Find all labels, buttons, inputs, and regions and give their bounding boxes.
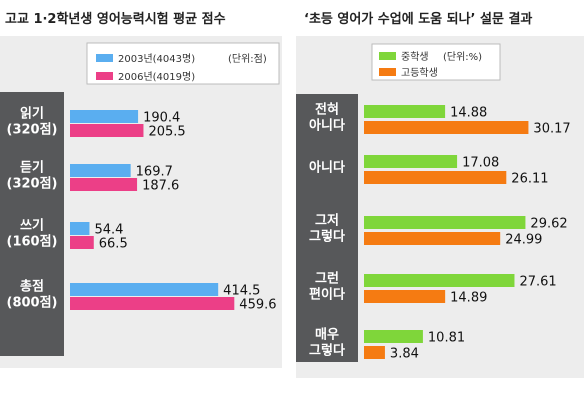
legend-swatch — [96, 72, 113, 80]
category-label: 쓰기 (160점) — [7, 219, 58, 250]
value-label: 27.61 — [519, 275, 556, 290]
value-label: 29.62 — [530, 217, 567, 232]
bar — [364, 232, 501, 245]
value-label: 190.4 — [143, 111, 180, 126]
category-label: 그런 편이다 — [309, 272, 345, 303]
legend-label: 2003년(4043명) — [118, 53, 195, 65]
bar — [70, 236, 94, 249]
legend-unit-note: (단위:%) — [443, 50, 482, 63]
value-label: 3.84 — [390, 347, 419, 362]
bar — [70, 283, 219, 296]
category-label-column — [0, 92, 64, 356]
category-label: 매우 그렇다 — [309, 328, 345, 359]
value-label: 30.17 — [533, 122, 570, 137]
chart-title-bar — [0, 0, 282, 36]
value-label: 414.5 — [223, 284, 260, 299]
value-label: 14.88 — [450, 106, 487, 121]
value-label: 17.08 — [462, 156, 499, 171]
bar — [70, 222, 90, 235]
category-label: 듣기 (320점) — [7, 161, 58, 192]
value-label: 205.5 — [148, 125, 185, 140]
legend-box — [86, 42, 280, 85]
legend-swatch — [379, 52, 396, 60]
bar — [70, 110, 139, 123]
value-label: 187.6 — [142, 179, 179, 194]
category-label-column — [296, 94, 358, 362]
legend-swatch — [379, 68, 396, 76]
bar — [364, 171, 507, 184]
bar — [364, 105, 446, 118]
legend-swatch — [96, 54, 113, 62]
value-label: 10.81 — [428, 331, 465, 346]
value-label: 459.6 — [239, 298, 276, 313]
value-label: 66.5 — [99, 237, 128, 252]
bar — [364, 155, 458, 168]
legend-label: 고등학생 — [401, 67, 438, 79]
category-label: 읽기 (320점) — [7, 107, 58, 138]
bar — [364, 290, 446, 303]
bar — [364, 121, 529, 134]
value-label: 24.99 — [505, 233, 542, 248]
bar — [70, 178, 138, 191]
category-label: 총점 (800점) — [7, 279, 58, 311]
bar — [70, 164, 131, 177]
category-label: 전혀 아니다 — [309, 102, 345, 134]
chart-title: 고교 1·2학년생 영어능력시험 평균 점수 — [5, 11, 226, 27]
bar — [70, 297, 235, 310]
value-label: 169.7 — [136, 165, 173, 180]
bar — [364, 274, 515, 287]
legend-unit-note: (단위:점) — [228, 52, 267, 65]
value-label: 14.89 — [450, 291, 487, 306]
chart-title: ‘초등 영어가 수업에 도움 되나’ 설문 결과 — [304, 11, 532, 27]
legend-label: 중학생 — [401, 51, 429, 63]
legend-label: 2006년(4019명) — [118, 71, 195, 83]
category-label: 그저 그렇다 — [309, 214, 345, 245]
bar — [70, 124, 144, 137]
bar — [364, 330, 423, 343]
bar — [364, 216, 526, 229]
value-label: 54.4 — [94, 223, 123, 238]
category-label: 아니다 — [309, 160, 345, 176]
bar — [364, 346, 385, 359]
value-label: 26.11 — [511, 172, 548, 187]
chart-title-bar — [296, 0, 584, 36]
